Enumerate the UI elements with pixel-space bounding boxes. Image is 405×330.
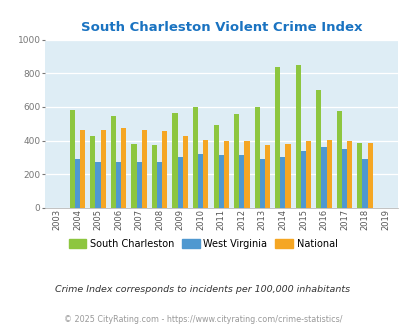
Bar [326, 140, 331, 208]
Bar [95, 162, 100, 208]
Bar [239, 155, 244, 208]
Text: Crime Index corresponds to incidents per 100,000 inhabitants: Crime Index corresponds to incidents per… [55, 285, 350, 294]
Bar [336, 111, 341, 208]
Bar [346, 142, 351, 208]
Bar [367, 143, 372, 208]
Bar [300, 151, 305, 208]
Title: South Charleston Violent Crime Index: South Charleston Violent Crime Index [80, 21, 361, 34]
Bar [182, 136, 188, 208]
Bar [356, 143, 362, 208]
Bar [162, 131, 167, 208]
Bar [203, 140, 208, 208]
Bar [136, 162, 141, 208]
Bar [198, 154, 203, 208]
Bar [100, 130, 105, 208]
Bar [275, 67, 279, 208]
Bar [315, 90, 321, 208]
Bar [321, 147, 326, 208]
Bar [116, 162, 121, 208]
Bar [244, 142, 249, 208]
Bar [264, 145, 269, 208]
Bar [279, 156, 285, 208]
Bar [305, 142, 310, 208]
Bar [157, 162, 162, 208]
Bar [141, 130, 147, 208]
Bar [90, 136, 95, 208]
Legend: South Charleston, West Virginia, National: South Charleston, West Virginia, Nationa… [64, 235, 341, 252]
Text: © 2025 CityRating.com - https://www.cityrating.com/crime-statistics/: © 2025 CityRating.com - https://www.city… [64, 315, 341, 324]
Bar [213, 125, 218, 208]
Bar [295, 65, 300, 208]
Bar [218, 155, 223, 208]
Bar [80, 130, 85, 208]
Bar [192, 107, 198, 208]
Bar [254, 107, 259, 208]
Bar [151, 145, 157, 208]
Bar [70, 110, 75, 208]
Bar [285, 144, 290, 208]
Bar [362, 159, 367, 208]
Bar [177, 157, 182, 208]
Bar [341, 149, 346, 208]
Bar [172, 113, 177, 208]
Bar [121, 128, 126, 208]
Bar [259, 159, 264, 208]
Bar [111, 116, 116, 208]
Bar [131, 144, 136, 208]
Bar [234, 115, 239, 208]
Bar [75, 159, 80, 208]
Bar [223, 142, 228, 208]
